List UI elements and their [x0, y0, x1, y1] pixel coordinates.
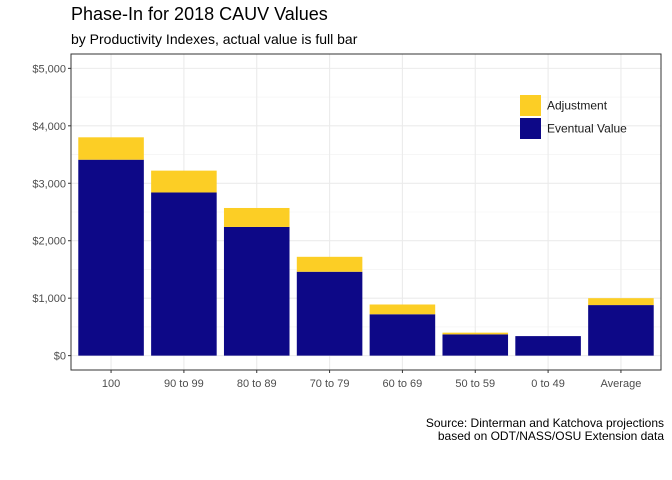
x-tick-label: 60 to 69 [383, 378, 423, 390]
legend-key-adjustment [520, 95, 541, 116]
x-tick-label: 90 to 99 [164, 378, 204, 390]
bar-adjustment [442, 332, 509, 335]
x-axis: 100 90 to 99 80 to 89 70 to 79 60 to 69 50 to… [102, 370, 641, 390]
x-tick-label: 100 [102, 378, 120, 390]
bar-adjustment [296, 256, 363, 272]
panel-border [70, 53, 662, 371]
bar-eventual-value [515, 336, 581, 356]
x-tick-label: Average [601, 378, 642, 390]
bar-adjustment [588, 298, 654, 306]
legend-label: Adjustment [547, 99, 608, 113]
chart-caption: Source: Dinterman and Katchova projectio… [426, 417, 664, 443]
y-tick-label: $3,000 [32, 178, 66, 190]
bar-eventual-value [369, 314, 436, 356]
legend-key-eventual-value [520, 118, 541, 139]
bar-eventual-value [588, 305, 654, 356]
y-tick-label: $1,000 [32, 293, 66, 305]
bar-adjustment [369, 304, 436, 315]
bar-eventual-value [78, 159, 144, 356]
caption-line-2: based on ODT/NASS/OSU Extension data [437, 429, 664, 443]
legend: Adjustment Eventual Value [520, 95, 627, 139]
bar-eventual-value [223, 226, 290, 356]
chart-title: Phase-In for 2018 CAUV Values [71, 4, 328, 24]
y-tick-label: $4,000 [32, 121, 66, 133]
x-tick-label: 50 to 59 [455, 378, 495, 390]
bar-adjustment [223, 207, 290, 227]
y-tick-label: $2,000 [32, 236, 66, 248]
caption-line-1: Source: Dinterman and Katchova projectio… [425, 416, 664, 430]
x-tick-label: 80 to 89 [237, 378, 277, 390]
bar-eventual-value [296, 271, 363, 356]
grid-major [71, 54, 661, 370]
bar-adjustment [151, 170, 217, 193]
y-tick-label: $0 [54, 351, 66, 363]
y-tick-label: $5,000 [32, 63, 66, 75]
bar-eventual-value [151, 192, 217, 356]
x-tick-label: 70 to 79 [310, 378, 350, 390]
chart-subtitle: by Productivity Indexes, actual value is… [71, 31, 358, 47]
bar-eventual-value [442, 334, 509, 356]
y-axis: $0 $1,000 $2,000 $3,000 $4,000 $5,000 [32, 63, 71, 363]
legend-label: Eventual Value [547, 122, 627, 136]
bars [78, 137, 654, 356]
x-tick-label: 0 to 49 [531, 378, 565, 390]
bar-adjustment [78, 137, 144, 160]
